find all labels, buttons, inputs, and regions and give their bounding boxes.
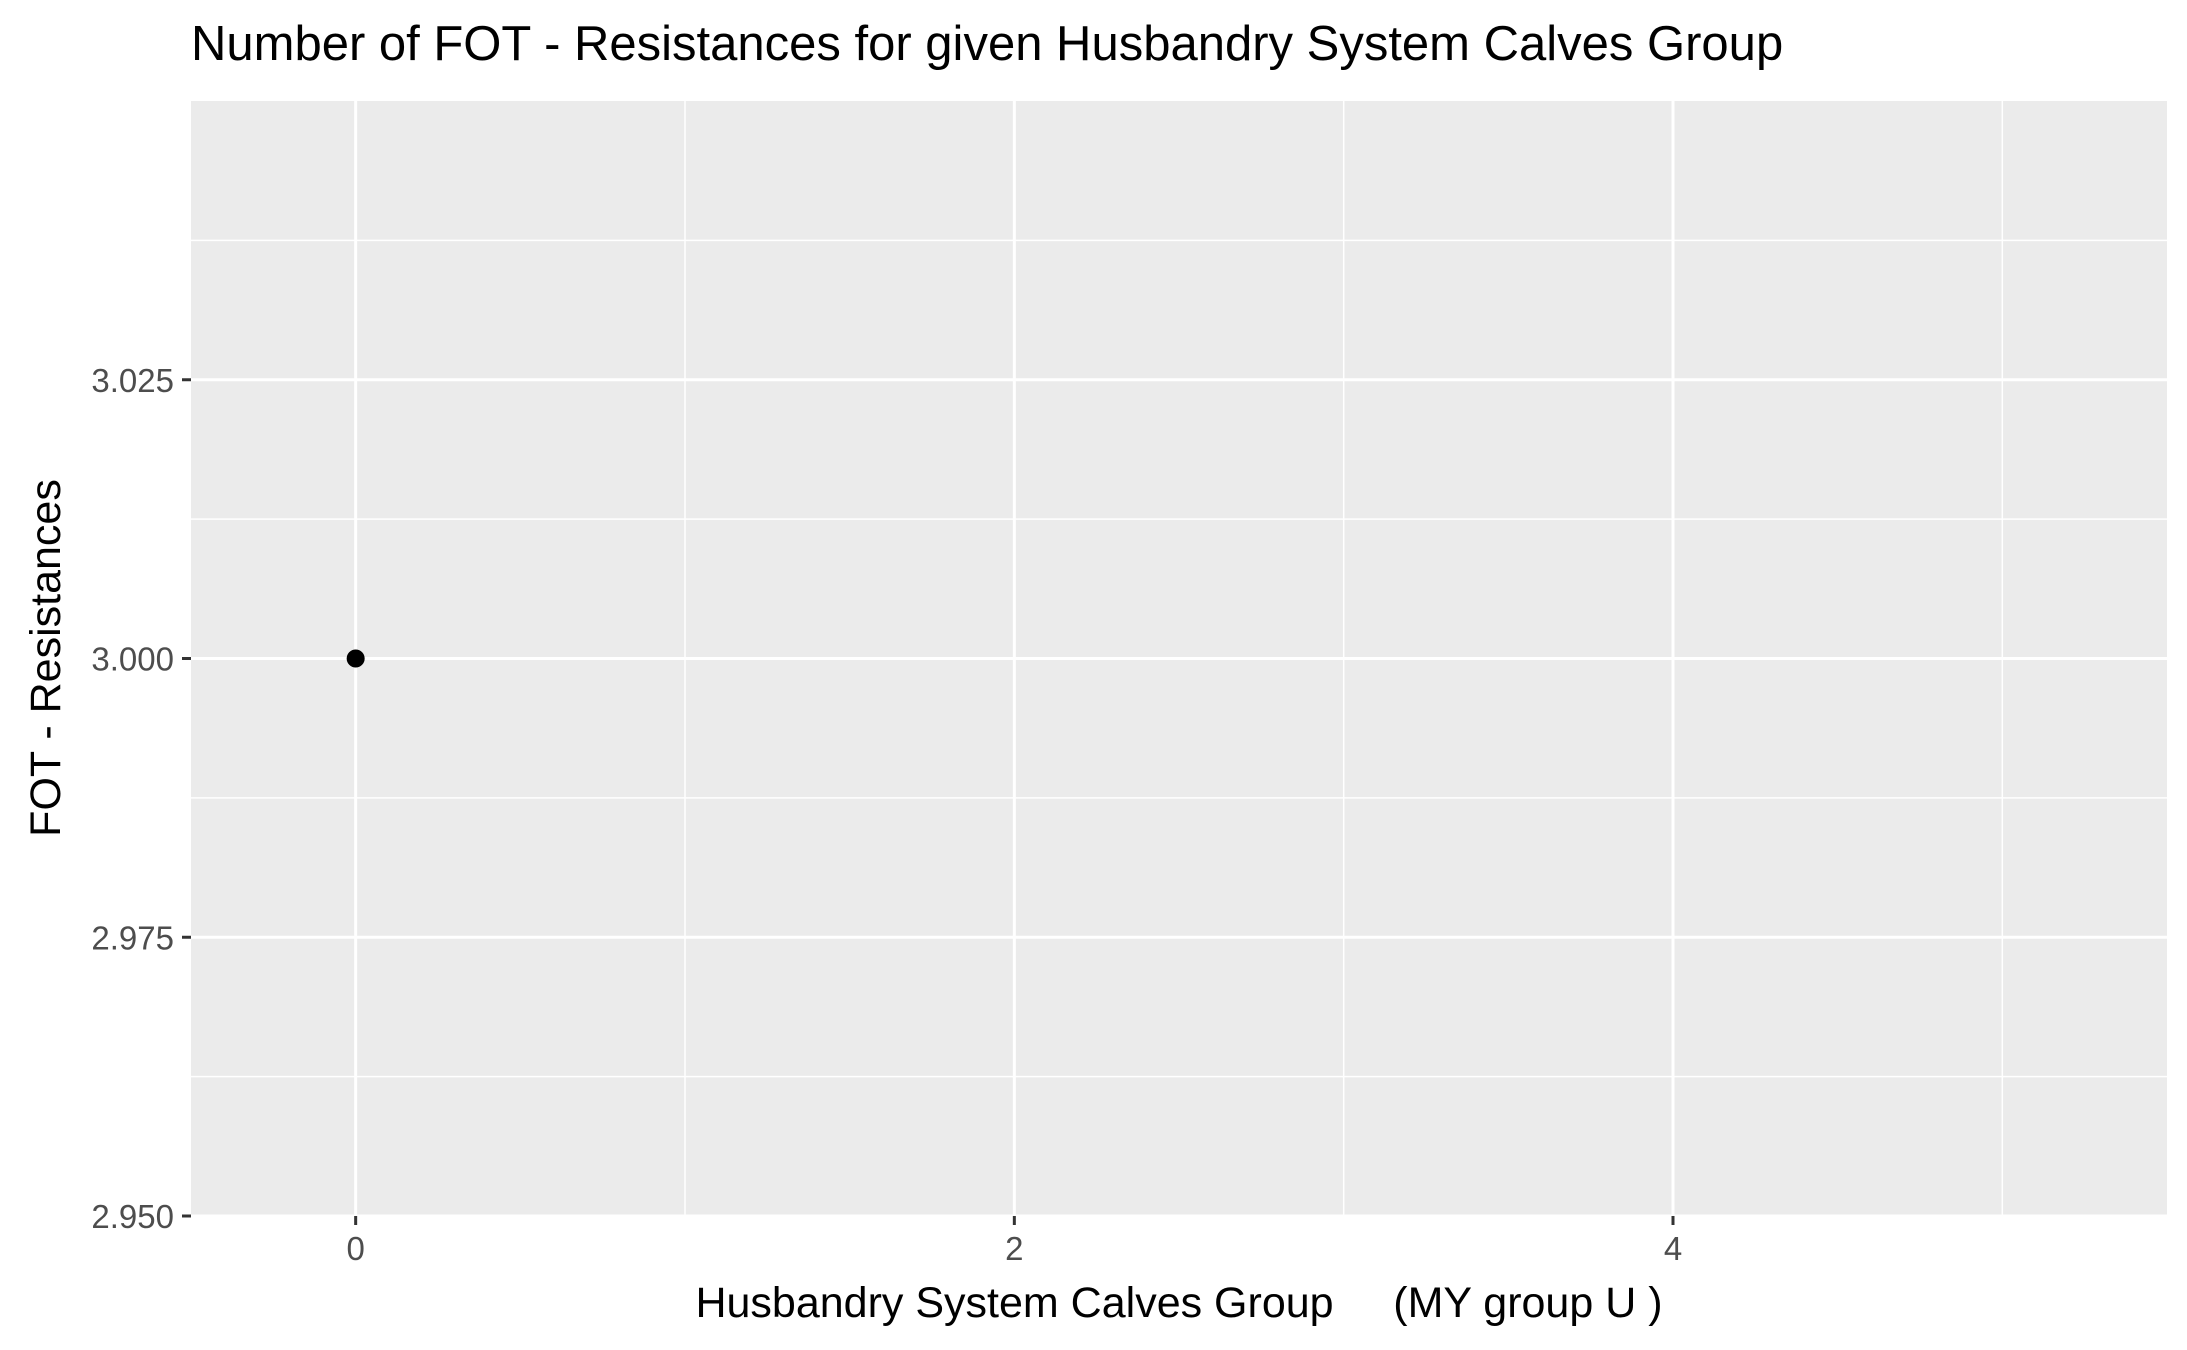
x-axis: 0 2 4: [346, 1216, 1682, 1267]
x-tick-label: 2: [1005, 1230, 1023, 1267]
y-tick-label: 3.000: [91, 641, 174, 678]
major-gridlines: [191, 101, 2167, 1218]
x-tick-label: 4: [1664, 1230, 1682, 1267]
data-point: [346, 649, 365, 668]
y-tick-label: 2.975: [91, 919, 174, 956]
x-axis-title: Husbandry System Calves Group (MY group …: [695, 1279, 1662, 1327]
data-points: [346, 649, 365, 668]
chart-title: Number of FOT - Resistances for given Hu…: [191, 17, 1783, 71]
y-axis: 2.950 2.975 3.000 3.025: [91, 362, 191, 1235]
y-tick-label: 3.025: [91, 362, 174, 399]
y-tick-label: 2.950: [91, 1198, 174, 1235]
x-tick-label: 0: [346, 1230, 364, 1267]
y-axis-title: FOT - Resistances: [22, 479, 70, 837]
